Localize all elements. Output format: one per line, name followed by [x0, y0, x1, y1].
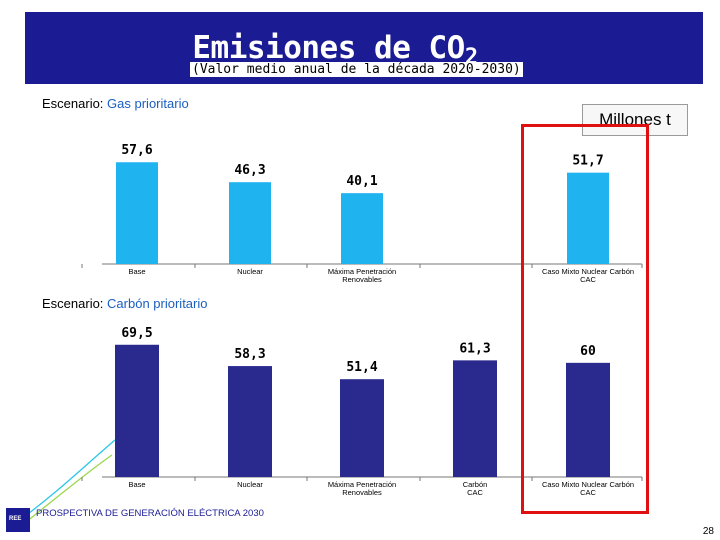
data-label: 40,1	[346, 174, 377, 189]
category-label: CAC	[580, 275, 596, 284]
category-label: Máxima Penetración	[328, 267, 396, 276]
data-label: 51,4	[346, 360, 377, 375]
category-label: Renovables	[342, 275, 382, 284]
footer-text: PROSPECTIVA DE GENERACIÓN ELÉCTRICA 2030	[36, 508, 264, 519]
data-label: 58,3	[234, 347, 265, 362]
scenario-label-gas: Escenario: Gas prioritario	[42, 96, 189, 111]
bar	[453, 360, 497, 477]
category-label: Nuclear	[237, 480, 263, 489]
bar	[229, 182, 271, 264]
data-label: 69,5	[121, 326, 152, 341]
bar	[340, 379, 384, 477]
bar	[341, 193, 383, 264]
category-label: Renovables	[342, 488, 382, 497]
category-label: Máxima Penetración	[328, 480, 396, 489]
logo: REE	[6, 508, 30, 532]
category-label: CAC	[580, 488, 596, 497]
scenario-label-coal: Escenario: Carbón prioritario	[42, 296, 208, 311]
category-label: Base	[128, 480, 145, 489]
data-label: 51,7	[572, 154, 603, 169]
category-label: CAC	[467, 488, 483, 497]
category-label: Base	[128, 267, 145, 276]
bar	[116, 162, 158, 264]
category-label: Caso Mixto Nuclear Carbón	[542, 480, 634, 489]
page-title: Emisiones de CO2	[192, 30, 478, 70]
bar	[566, 362, 610, 477]
highlight-box	[521, 124, 649, 514]
data-label: 61,3	[459, 341, 490, 356]
data-label: 60	[580, 344, 596, 359]
page-subtitle: (Valor medio anual de la década 2020-203…	[190, 62, 523, 77]
data-label: 46,3	[234, 163, 265, 178]
bar	[567, 172, 609, 264]
category-label: Caso Mixto Nuclear Carbón	[542, 267, 634, 276]
bar	[115, 344, 159, 477]
category-label: Carbón	[463, 480, 488, 489]
category-label: Nuclear	[237, 267, 263, 276]
data-label: 57,6	[121, 143, 152, 158]
page-number: 28	[702, 526, 714, 537]
bar	[228, 366, 272, 477]
